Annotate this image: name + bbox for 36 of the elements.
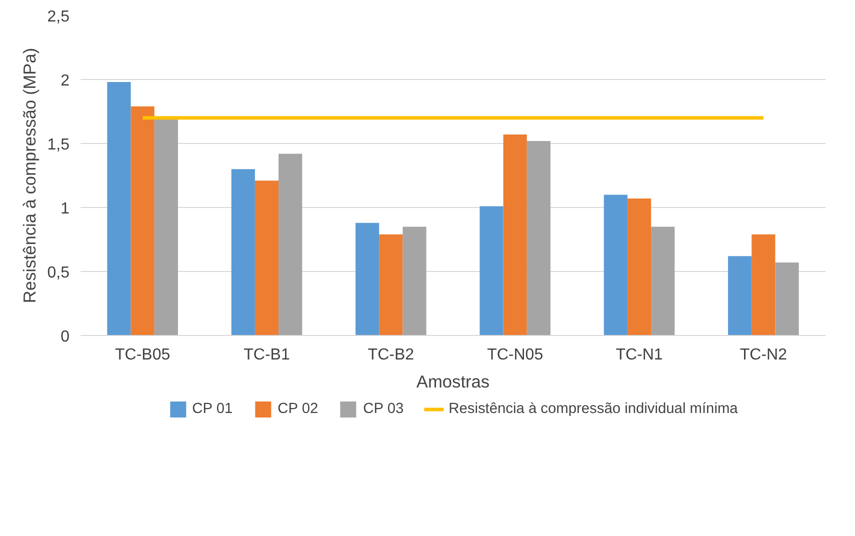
bar bbox=[728, 256, 752, 336]
y-tick-label: 2 bbox=[60, 72, 70, 90]
y-axis-title: Resistência à compressão (MPa) bbox=[19, 48, 40, 304]
bar bbox=[604, 194, 628, 336]
bar bbox=[480, 206, 504, 336]
bar bbox=[231, 169, 255, 336]
x-tick-label: TC-N05 bbox=[487, 346, 544, 364]
bar bbox=[775, 262, 799, 336]
x-tick-label: TC-N2 bbox=[740, 346, 788, 364]
y-tick-label: 0,5 bbox=[47, 264, 70, 282]
legend-label: CP 03 bbox=[363, 401, 404, 417]
x-tick-label: TC-B2 bbox=[368, 346, 414, 364]
x-axis-title: Amostras bbox=[416, 372, 490, 392]
bar bbox=[356, 222, 380, 336]
bar bbox=[503, 134, 527, 336]
x-tick-label: TC-N1 bbox=[616, 346, 663, 364]
bar bbox=[651, 226, 675, 336]
y-tick-label: 1,5 bbox=[47, 136, 70, 154]
bar bbox=[526, 140, 550, 336]
x-tick-label: TC-B05 bbox=[115, 346, 170, 364]
y-tick-label: 0 bbox=[60, 328, 70, 346]
legend-label: CP 01 bbox=[192, 401, 233, 417]
bar bbox=[379, 234, 403, 336]
y-tick-label: 1 bbox=[60, 200, 70, 218]
y-tick-label: 2,5 bbox=[47, 8, 70, 26]
bar bbox=[254, 180, 279, 336]
bar bbox=[402, 226, 426, 336]
bar bbox=[154, 119, 178, 336]
bar bbox=[627, 198, 652, 336]
legend-label: Resistência à compressão individual mínima bbox=[448, 401, 738, 417]
bar bbox=[278, 154, 302, 336]
bar bbox=[107, 82, 131, 336]
legend-label: CP 02 bbox=[278, 401, 318, 417]
bar bbox=[752, 234, 776, 336]
bar bbox=[130, 106, 154, 336]
x-tick-label: TC-B1 bbox=[244, 346, 290, 364]
